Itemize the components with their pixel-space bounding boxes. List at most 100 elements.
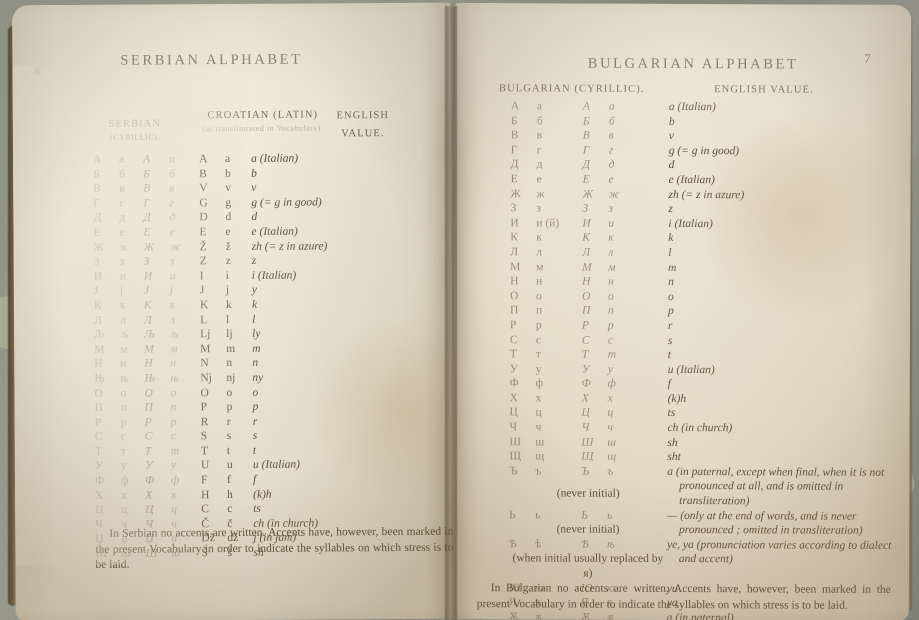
- spacer: [561, 158, 583, 173]
- spacer: [560, 304, 582, 319]
- latin-upper: L: [200, 313, 208, 326]
- english-value: r: [252, 415, 258, 428]
- latin-lower: d: [225, 211, 232, 224]
- latin-upper: J: [199, 284, 205, 297]
- cyrillic-italic-upper: И: [143, 270, 153, 283]
- cyrillic-italic-lower: х: [607, 392, 613, 405]
- cyrillic-italic-upper: В: [582, 129, 590, 142]
- cyrillic-italic-upper: Н: [144, 357, 153, 370]
- cyrillic-upper: Х: [509, 392, 518, 405]
- spacer: [638, 333, 668, 348]
- spacer: [561, 114, 583, 129]
- latin-upper: K: [199, 299, 209, 312]
- spacer: [559, 537, 581, 552]
- english-value: ch (in church): [667, 422, 733, 435]
- cyrillic-italic-upper: У: [581, 363, 590, 376]
- cyrillic-upper: О: [510, 289, 519, 303]
- cyrillic-upper: Ф: [509, 377, 519, 390]
- english-value: e (Italian): [668, 173, 715, 187]
- cyrillic-italic-lower: г: [608, 144, 614, 157]
- latin-upper: C: [201, 503, 209, 516]
- english-value: o: [252, 386, 259, 399]
- english-value: u (Italian): [667, 363, 715, 376]
- cyrillic-italic-lower: ф: [607, 377, 616, 390]
- cyrillic-italic-lower: у: [607, 363, 613, 376]
- cyrillic-upper: Д: [510, 158, 519, 171]
- cyrillic-lower: о: [120, 387, 127, 400]
- spacer: [637, 435, 667, 450]
- english-value: f: [252, 473, 257, 486]
- cyrillic-italic-upper: О: [144, 386, 153, 400]
- english-value: — (only at the end of words, and is neve…: [667, 509, 863, 538]
- cyrillic-italic-lower: к: [169, 299, 176, 312]
- cyrillic-italic-upper: Л: [582, 246, 591, 259]
- english-value: sht: [667, 451, 681, 464]
- cyrillic-upper: С: [509, 333, 518, 346]
- usage-note: (when initial usually replaced by я): [512, 552, 664, 580]
- latin-upper: Z: [199, 255, 207, 268]
- cyrillic-lower: л: [120, 314, 126, 327]
- cyrillic-upper: Е: [510, 173, 518, 186]
- latin-upper: R: [200, 415, 209, 428]
- cyrillic-lower: п: [535, 304, 543, 317]
- cyrillic-upper: Л: [510, 246, 519, 259]
- cyrillic-lower: м: [536, 260, 544, 273]
- cyrillic-italic-lower: х: [171, 489, 177, 502]
- cyrillic-italic-lower: е: [169, 226, 175, 239]
- english-value: e (Italian): [251, 225, 298, 238]
- english-value: k: [668, 232, 674, 245]
- english-value: p: [667, 305, 674, 318]
- cyrillic-italic-lower: т: [607, 348, 617, 361]
- cyrillic-lower: к: [536, 231, 542, 244]
- latin-lower: e: [225, 225, 231, 239]
- latin-upper: E: [199, 226, 207, 239]
- cyrillic-lower: л: [536, 246, 543, 259]
- cyrillic-upper: Н: [510, 275, 519, 288]
- spacer: [638, 217, 668, 232]
- latin-lower: o: [226, 386, 233, 399]
- cyrillic-upper: Ь: [509, 508, 516, 521]
- page-stain: [313, 302, 454, 514]
- english-value: s: [667, 334, 673, 347]
- spacer: [559, 464, 581, 486]
- cyrillic-italic-upper: С: [144, 430, 153, 443]
- cyrillic-italic-lower: п: [170, 401, 177, 414]
- english-value: n: [668, 276, 674, 289]
- latin-lower: j: [225, 284, 230, 297]
- cyrillic-lower: ц: [121, 503, 128, 516]
- spacer: [639, 158, 669, 173]
- spacer: [638, 275, 668, 290]
- english-value: m: [252, 342, 261, 355]
- latin-lower: lj: [226, 328, 233, 341]
- cyrillic-lower: с: [120, 430, 126, 443]
- cyrillic-upper: Р: [94, 416, 102, 429]
- cyrillic-italic-upper: Г: [582, 144, 590, 157]
- cyrillic-upper: Ц: [509, 406, 518, 419]
- latin-upper: G: [199, 196, 208, 209]
- spacer: [559, 450, 581, 465]
- english-value: (k)h: [253, 488, 272, 501]
- spacer: [637, 465, 667, 487]
- cyrillic-upper: Ъ: [509, 465, 518, 478]
- cyrillic-lower: ж: [536, 187, 545, 200]
- cyrillic-upper: Г: [510, 144, 518, 157]
- english-value: a (in paternal, except when final, when …: [667, 465, 885, 508]
- cyrillic-italic-lower: о: [170, 386, 177, 399]
- cyrillic-italic-upper: Ф: [581, 377, 591, 390]
- usage-note: (never initial): [556, 487, 620, 500]
- cyrillic-italic-lower: о: [608, 290, 614, 303]
- cyrillic-italic-upper: Х: [581, 392, 589, 405]
- cyrillic-italic-upper: Ф: [144, 474, 155, 487]
